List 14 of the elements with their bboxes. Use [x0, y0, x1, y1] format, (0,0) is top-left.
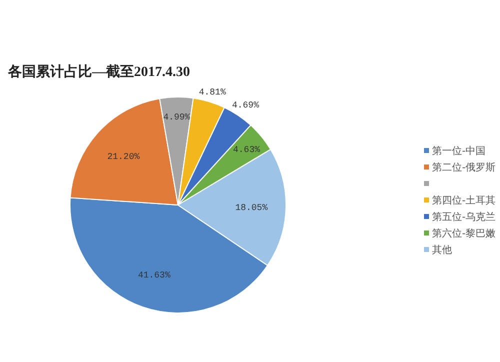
data-label: 21.20% — [107, 152, 140, 162]
legend-label: 第四位-土耳其 — [432, 194, 496, 206]
data-label: 4.69% — [232, 100, 260, 111]
legend-label: 其他 — [432, 244, 452, 256]
data-label: 4.63% — [233, 144, 261, 155]
data-label: 4.99% — [163, 112, 191, 122]
data-label: 4.81% — [198, 87, 226, 98]
data-label: 18.05% — [235, 202, 268, 213]
legend-label: 第六位-黎巴嫩 — [432, 228, 496, 240]
chart-title: 各国累计占比—截至2017.4.30 — [7, 64, 190, 80]
legend-label: 第一位-中国 — [432, 145, 486, 157]
data-label: 41.63% — [138, 270, 171, 280]
legend-label: 第二位-俄罗斯 — [432, 162, 496, 174]
legend-label: 第五位-乌克兰 — [432, 211, 496, 223]
